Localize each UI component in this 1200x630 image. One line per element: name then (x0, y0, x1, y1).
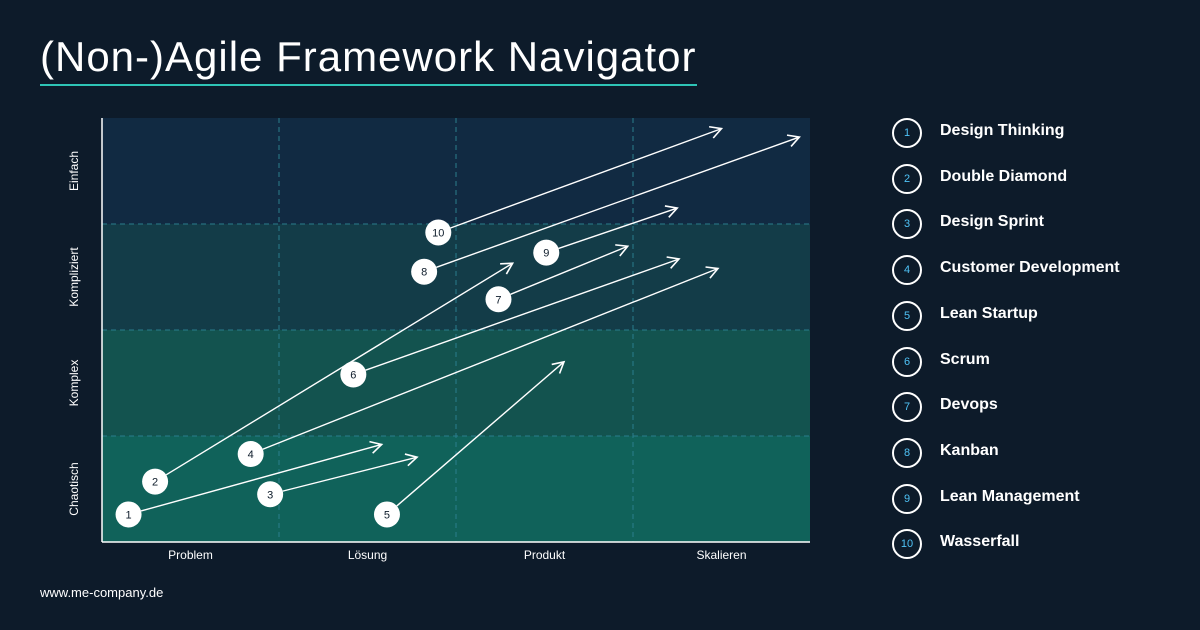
framework-arrow-6 (365, 256, 681, 371)
legend-number-badge: 4 (892, 255, 922, 286)
legend-item: 3 Design Sprint (892, 209, 1192, 240)
legend-label: Double Diamond (940, 167, 1068, 185)
legend-number-badge: 7 (892, 392, 922, 423)
framework-marker-2 (142, 468, 169, 495)
legend-label: Kanban (940, 441, 999, 459)
framework-number-5: 5 (384, 509, 390, 521)
legend-number-badge: 9 (892, 483, 922, 514)
x-axis-label: Produkt (524, 548, 566, 562)
y-axis-label: Einfach (67, 151, 81, 191)
band-kompliziert (102, 224, 810, 330)
legend-label: Lean Management (940, 487, 1080, 505)
legend-label: Scrum (940, 350, 990, 368)
legend-item: 8 Kanban (892, 437, 1192, 468)
framework-number-4: 4 (248, 449, 254, 461)
legend-label: Wasserfall (940, 533, 1020, 551)
legend-item: 1 Design Thinking (892, 118, 1192, 148)
x-axis-label: Lösung (348, 548, 387, 562)
framework-arrow-10 (450, 125, 724, 229)
framework-arrow-9 (558, 205, 679, 250)
framework-number-8: 8 (421, 267, 427, 279)
arrows-layer (140, 125, 801, 512)
band-einfach (102, 118, 810, 224)
framework-marker-4 (237, 441, 264, 468)
framework-marker-9 (533, 239, 560, 266)
y-axis-label: Chaotisch (67, 462, 81, 515)
framework-arrow-8 (436, 134, 801, 268)
x-labels-layer: Problem Lösung Produkt Skalieren (168, 548, 746, 562)
y-axis-label: Kompliziert (67, 247, 81, 307)
framework-number-2: 2 (152, 477, 158, 489)
legend-item: 6 Scrum (892, 346, 1192, 377)
legend-label: Lean Startup (940, 304, 1038, 322)
framework-arrow-7 (510, 244, 630, 295)
legend-number-badge: 3 (892, 209, 922, 240)
footer-url[interactable]: www.me-company.de (40, 585, 164, 600)
grid-layer (102, 118, 810, 542)
legend-label: Customer Development (940, 259, 1120, 277)
legend-item: 10 Wasserfall (892, 529, 1192, 560)
framework-number-1: 1 (125, 509, 131, 521)
markers-layer: 1 2 3 4 5 6 7 8 9 10 (115, 219, 560, 528)
framework-arrow-2 (165, 262, 515, 476)
legend-number-badge: 10 (892, 529, 922, 560)
legend-item: 2 Double Diamond (892, 163, 1192, 194)
framework-arrow-5 (396, 360, 566, 507)
framework-number-6: 6 (350, 370, 356, 382)
framework-marker-7 (485, 286, 512, 313)
y-labels-layer: Einfach Kompliziert Komplex Chaotisch (67, 151, 81, 516)
framework-arrow-1 (140, 440, 384, 512)
framework-marker-8 (411, 258, 438, 285)
legend-number-badge: 1 (892, 118, 922, 148)
legend-item: 5 Lean Startup (892, 300, 1192, 331)
framework-marker-5 (373, 501, 400, 528)
legend-number-badge: 8 (892, 437, 922, 468)
legend-item: 7 Devops (892, 392, 1192, 423)
framework-number-3: 3 (267, 489, 273, 501)
framework-number-10: 10 (432, 227, 444, 239)
framework-marker-1 (115, 501, 142, 528)
x-axis-label: Skalieren (696, 548, 746, 562)
framework-number-7: 7 (495, 294, 501, 306)
framework-arrow-4 (262, 266, 720, 450)
framework-marker-6 (340, 361, 367, 388)
framework-marker-10 (425, 219, 452, 246)
legend-number-badge: 6 (892, 346, 922, 377)
legend-number-badge: 2 (892, 163, 922, 194)
legend-label: Devops (940, 396, 998, 414)
framework-number-9: 9 (543, 248, 549, 260)
page-title: (Non-)Agile Framework Navigator (40, 30, 697, 86)
legend-item: 4 Customer Development (892, 255, 1192, 286)
legend-number-badge: 5 (892, 300, 922, 331)
framework-marker-3 (257, 481, 284, 508)
framework-arrow-3 (282, 453, 419, 492)
legend-item: 9 Lean Management (892, 483, 1192, 514)
axes-layer (101, 118, 810, 543)
x-axis-label: Problem (168, 548, 213, 562)
legend-label: Design Sprint (940, 213, 1045, 231)
legend-label: Design Thinking (940, 122, 1065, 139)
y-axis-label: Komplex (67, 360, 81, 407)
